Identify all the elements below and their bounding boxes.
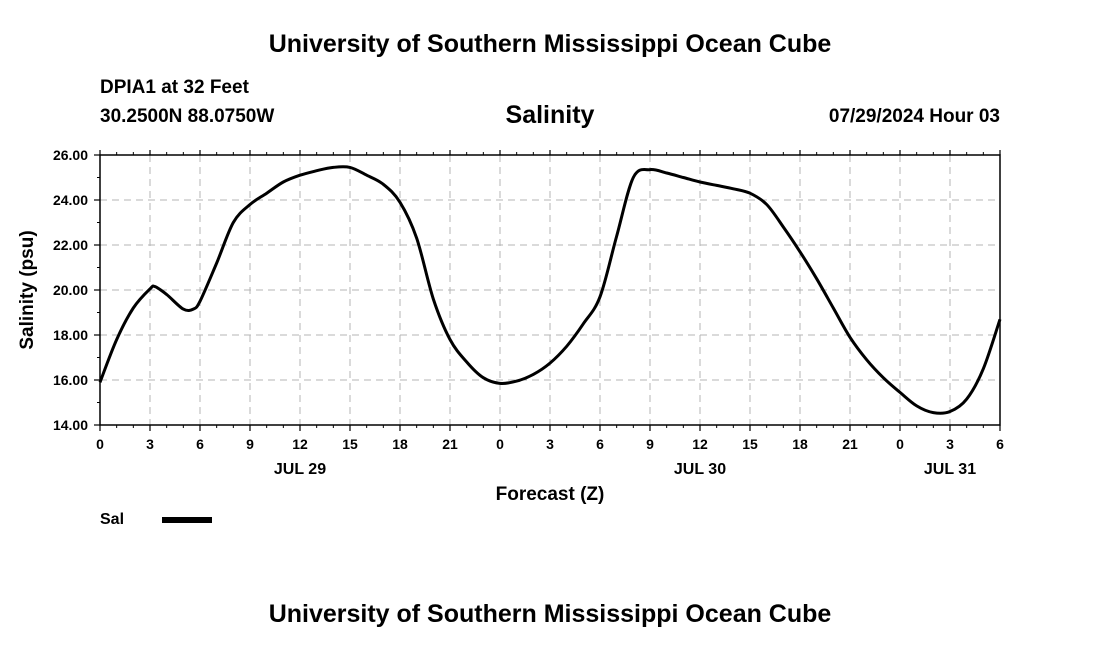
x-tick-label: 21 (442, 436, 458, 452)
chart-title: Salinity (505, 101, 595, 129)
y-tick-label: 14.00 (53, 417, 88, 433)
footer-title: University of Southern Mississippi Ocean… (268, 600, 832, 628)
series-line-salinity (98, 165, 1002, 415)
x-tick-label: 6 (596, 436, 604, 452)
x-tick-label: 0 (896, 436, 904, 452)
y-tick-label: 26.00 (53, 147, 88, 163)
x-tick-label: 18 (392, 436, 408, 452)
y-axis-title: Salinity (psu) (17, 230, 38, 349)
x-tick-label: 0 (496, 436, 504, 452)
label-layer: 14.00 16.00 18.00 20.00 22.00 24.00 26.00 0 3 6 9 1… (17, 147, 1004, 505)
legend-line-swatch (162, 517, 212, 523)
x-tick-label: 0 (96, 436, 104, 452)
x-tick-label: 15 (342, 436, 358, 452)
forecast-timestamp: 07/29/2024 Hour 03 (828, 106, 1000, 127)
legend: Sal (100, 508, 212, 532)
date-label: JUL 29 (274, 461, 326, 478)
y-tick-label: 22.00 (53, 237, 88, 253)
x-tick-label: 15 (742, 436, 758, 452)
grid-layer (100, 155, 1000, 425)
date-label: JUL 31 (924, 461, 976, 478)
axis-layer (94, 150, 1001, 431)
x-tick-label: 21 (842, 436, 858, 452)
x-tick-label: 3 (146, 436, 154, 452)
x-tick-label: 12 (292, 436, 308, 452)
y-tick-label: 18.00 (53, 327, 88, 343)
x-tick-label: 6 (996, 436, 1004, 452)
x-tick-label: 6 (196, 436, 204, 452)
page-title: University of Southern Mississippi Ocean… (268, 30, 832, 58)
x-tick-label: 12 (692, 436, 708, 452)
legend-label: Sal (100, 511, 125, 528)
date-label: JUL 30 (674, 461, 726, 478)
x-axis-title: Forecast (Z) (496, 484, 605, 505)
y-tick-label: 16.00 (53, 372, 88, 388)
y-tick-label: 24.00 (53, 192, 88, 208)
y-tick-label: 20.00 (53, 282, 88, 298)
x-tick-label: 3 (546, 436, 554, 452)
x-tick-label: 9 (646, 436, 654, 452)
series-layer (98, 165, 1002, 415)
x-tick-label: 3 (946, 436, 954, 452)
x-tick-label: 18 (792, 436, 808, 452)
coordinates-label: 30.2500N 88.0750W (100, 106, 275, 127)
station-label: DPIA1 at 32 Feet (100, 77, 249, 98)
x-tick-label: 9 (246, 436, 254, 452)
